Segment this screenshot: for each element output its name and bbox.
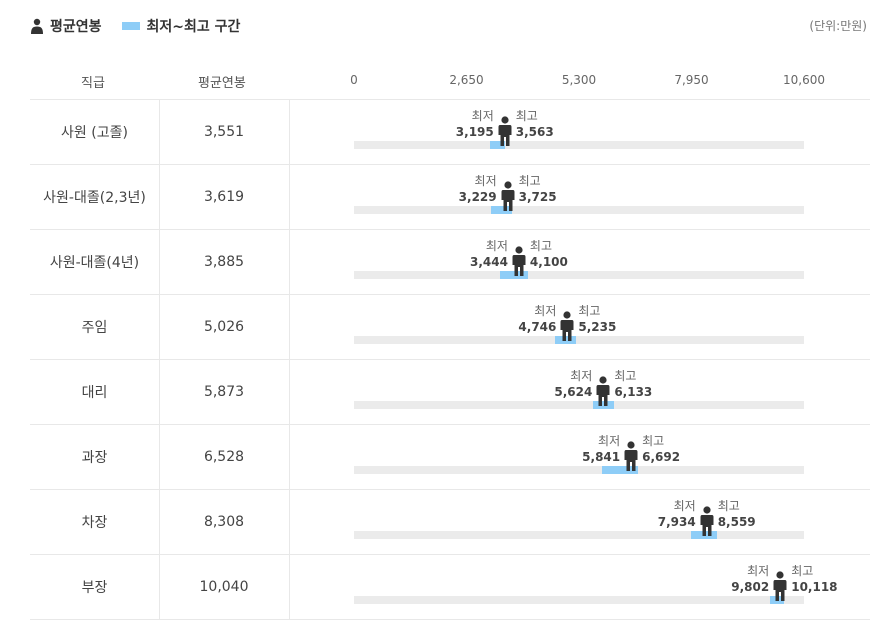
max-label: 최고 5,235 [578,304,617,334]
avg-marker-person-icon [560,311,574,342]
avg-salary-cell: 5,026 [203,318,245,335]
unit-label: (단위:만원) [809,19,867,33]
person-icon [31,18,43,34]
row-divider [30,229,870,230]
avg-salary-cell: 3,885 [203,253,245,270]
max-label: 최고 3,725 [518,174,557,204]
row-divider [30,294,870,295]
header-rank: 직급 [81,76,105,91]
x-tick-label: 10,600 [783,73,825,87]
range-track [354,596,804,604]
legend: 평균연봉 최저~최고 구간 [30,14,240,38]
rank-cell: 사원-대졸(4년) [49,254,140,271]
rank-cell: 부장 [81,579,108,596]
range-track [354,466,804,474]
max-label: 최고 8,559 [717,499,756,529]
max-label: 최고 3,563 [515,109,554,139]
column-divider [289,99,290,619]
legend-avg-label: 평균연봉 [50,19,102,35]
header-avg: 평균연봉 [198,76,246,91]
salary-range-bar [489,141,506,149]
min-label: 최저 4,746 [518,304,557,334]
range-track [354,531,804,539]
min-label: 최저 7,934 [657,499,696,529]
avg-marker-person-icon [501,181,515,212]
avg-salary-cell: 5,873 [203,383,245,400]
legend-range-swatch [121,22,140,30]
avg-marker-person-icon [624,441,638,472]
range-track [354,401,804,409]
x-tick-label: 7,950 [674,73,709,87]
min-label: 최저 3,195 [455,109,494,139]
rank-cell: 사원 (고졸) [61,124,128,141]
max-label: 최고 10,118 [791,564,838,594]
salary-range-bar [491,206,513,214]
rank-cell: 대리 [81,384,108,401]
avg-salary-cell: 3,551 [203,123,245,140]
min-label: 최저 9,802 [731,564,770,594]
column-divider [159,99,160,619]
min-label: 최저 3,229 [458,174,497,204]
rank-cell: 과장 [81,449,108,466]
range-track [354,271,804,279]
avg-salary-cell: 3,619 [203,188,245,205]
salary-range-bar [592,401,615,409]
row-divider [30,619,870,620]
range-track [354,336,804,344]
row-divider [30,554,870,555]
row-divider [30,359,870,360]
min-label: 최저 5,841 [582,434,621,464]
avg-salary-cell: 6,528 [203,448,245,465]
x-tick-label: 0 [350,73,358,87]
avg-salary-cell: 8,308 [203,513,245,530]
rank-cell: 주임 [81,319,108,336]
max-label: 최고 4,100 [529,239,568,269]
row-divider [30,424,870,425]
avg-marker-person-icon [512,246,526,277]
max-label: 최고 6,692 [642,434,681,464]
legend-range-label: 최저~최고 구간 [146,19,241,35]
range-track [354,141,804,149]
rank-cell: 사원-대졸(2,3년) [43,189,146,206]
avg-marker-person-icon [498,116,512,147]
row-divider [30,99,870,100]
x-tick-label: 2,650 [449,73,484,87]
rank-cell: 차장 [81,514,108,531]
salary-range-bar [500,271,529,279]
row-divider [30,489,870,490]
row-divider [30,164,870,165]
range-track [354,206,804,214]
avg-salary-cell: 10,040 [199,578,249,595]
avg-marker-person-icon [773,571,787,602]
min-label: 최저 5,624 [554,369,593,399]
avg-marker-person-icon [700,506,714,537]
avg-marker-person-icon [596,376,610,407]
min-label: 최저 3,444 [469,239,508,269]
x-tick-label: 5,300 [561,73,597,87]
salary-range-bar [601,466,639,474]
max-label: 최고 6,133 [614,369,653,399]
